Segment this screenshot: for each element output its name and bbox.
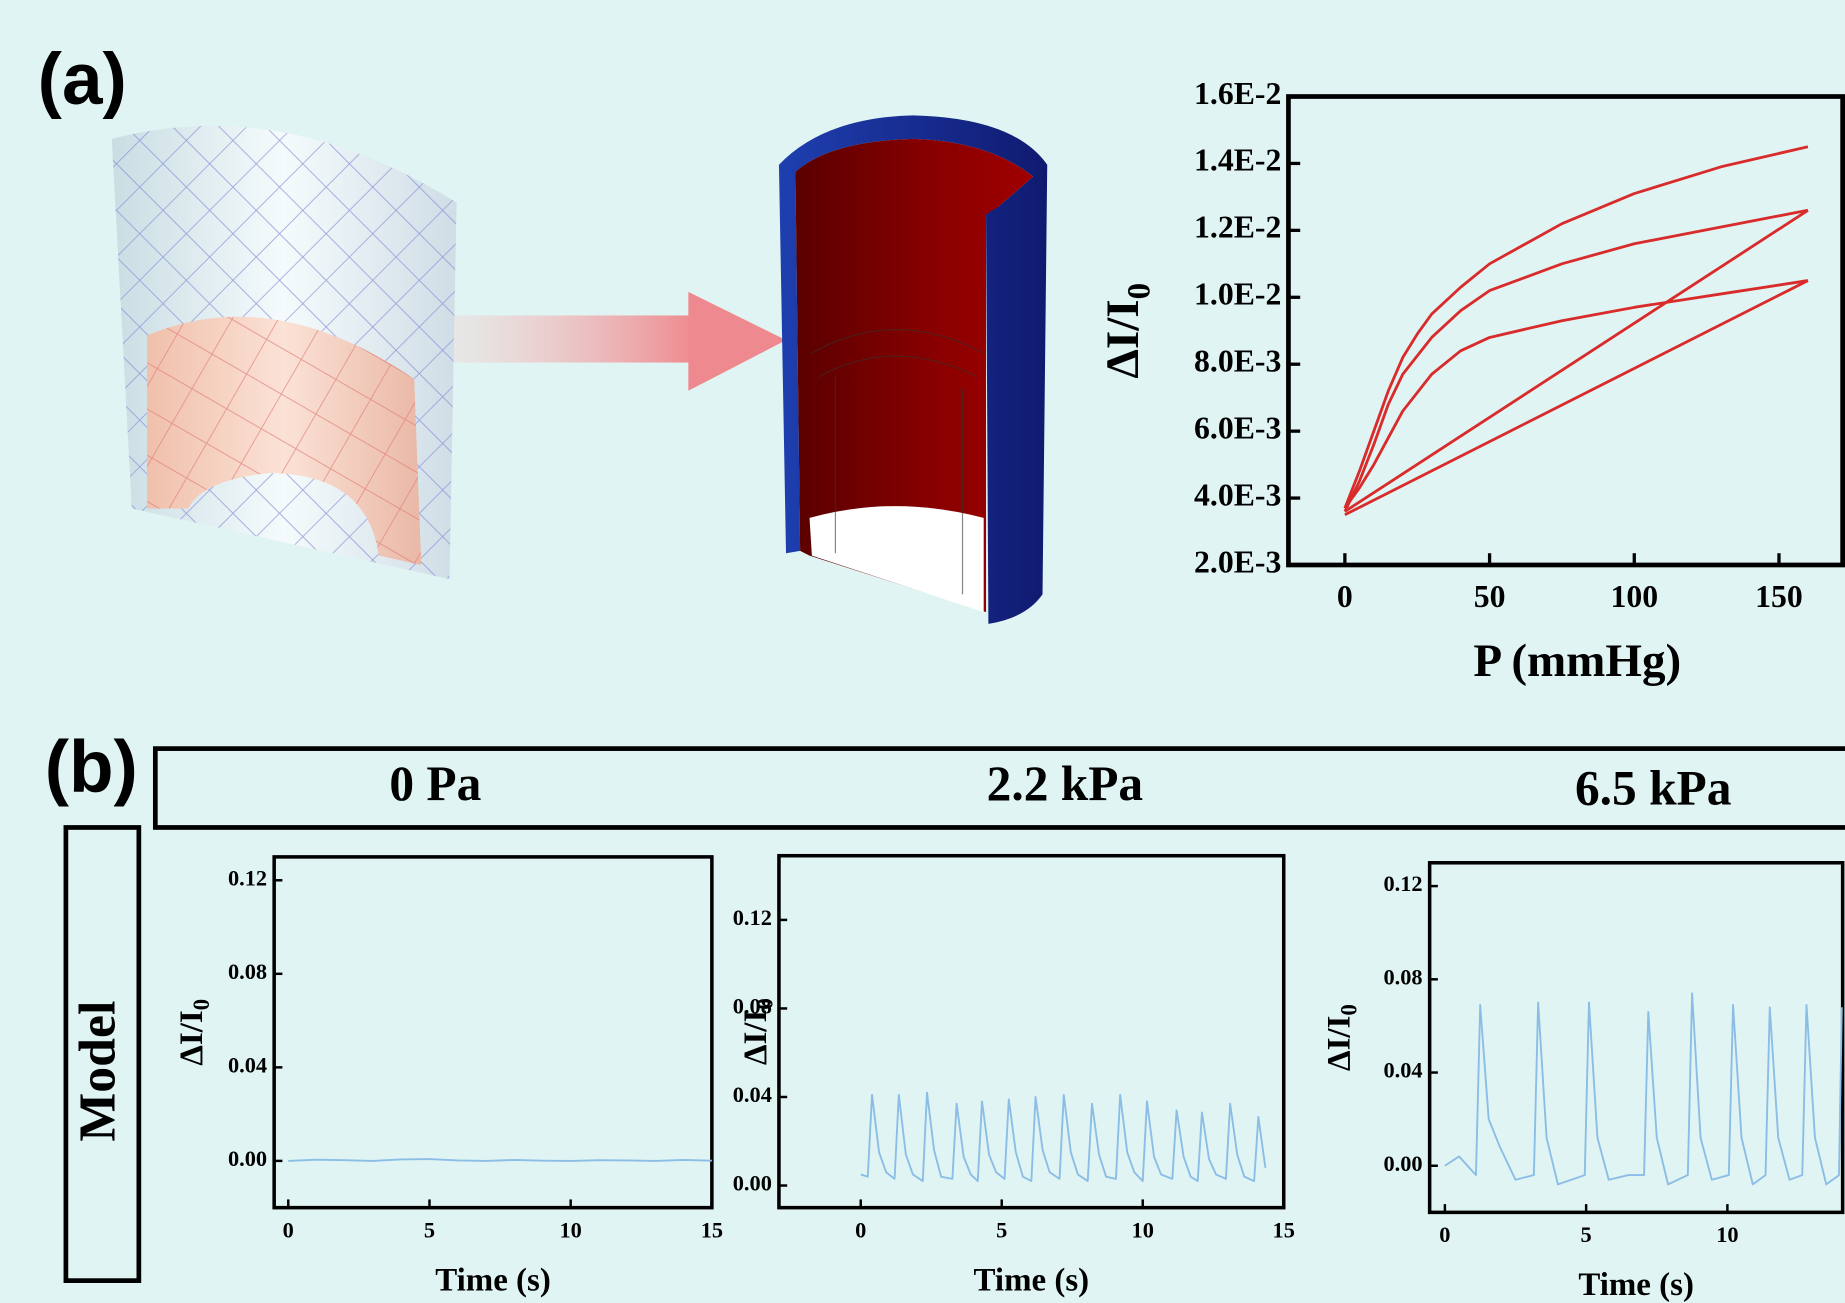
y-tick-label: 4.0E-3 [1194,477,1281,512]
y-tick-label: 0.04 [1383,1058,1422,1083]
condition-label: 6.5 kPa [1575,761,1731,816]
row-header: Model [63,825,142,1283]
plot-frame [1286,94,1845,568]
data-line [860,1091,1267,1183]
condition-label: 0 Pa [389,756,481,811]
y-axis-label-main: ΔI/I [1321,1016,1357,1071]
y-tick-label: 0.04 [733,1082,772,1107]
y-tick-label: 0.12 [1383,871,1422,896]
y-axis-label: ΔI/I0 [737,998,778,1065]
x-axis-label: Time (s) [435,1263,551,1299]
x-tick-label: 0 [283,1217,294,1242]
y-axis-label-main: ΔI/I [1097,299,1149,378]
y-tick-label: 0.00 [228,1146,267,1171]
condition-header: 0 Pa 2.2 kPa 6.5 kPa [152,746,1845,830]
y-tick-label: 2.0E-3 [1194,544,1281,579]
y-axis-label-subscript: 0 [752,998,778,1010]
y-tick-label: 8.0E-3 [1194,344,1281,379]
x-tick-label: 0 [1337,579,1353,614]
x-tick-label: 5 [1581,1222,1592,1247]
plot-frame [1427,861,1845,1215]
x-tick-label: 10 [560,1217,582,1242]
y-tick-label: 1.0E-2 [1194,277,1281,312]
x-tick-label: 50 [1474,579,1506,614]
data-line [1343,145,1809,509]
x-axis-label: P (mmHg) [1473,635,1681,687]
data-line [1344,209,1809,513]
x-tick-label: 0 [1439,1222,1450,1247]
y-axis-label-subscript: 0 [188,999,214,1011]
y-tick-label: 0.12 [733,905,772,930]
data-line [1343,208,1809,513]
y-tick-label: 0.04 [228,1052,267,1077]
y-tick-label: 0.00 [1383,1151,1422,1176]
y-tick-label: 1.4E-2 [1194,143,1281,178]
simulation-cylinder-illustration [778,115,1048,624]
data-line [288,1158,712,1162]
y-tick-label: 0.00 [733,1171,772,1196]
y-tick-label: 0.12 [228,865,267,890]
data-line [1343,279,1809,509]
x-tick-label: 10 [1716,1222,1738,1247]
x-tick-label: 15 [1273,1217,1295,1242]
x-axis-label: Time (s) [1578,1267,1694,1303]
y-axis-label: ΔI/I0 [1321,1004,1362,1071]
row-label: Model [69,1001,126,1142]
data-line [1444,992,1843,1186]
y-tick-label: 0.08 [228,959,267,984]
y-axis-label: ΔI/I0 [174,999,215,1066]
y-tick-label: 1.6E-2 [1194,76,1281,111]
y-tick-label: 1.2E-2 [1194,210,1281,245]
x-tick-label: 10 [1132,1217,1154,1242]
y-tick-label: 0.08 [1383,964,1422,989]
plot-frame [272,855,714,1210]
x-tick-label: 0 [855,1217,866,1242]
arrow [453,291,787,391]
plot-frame [777,853,1286,1210]
x-tick-label: 5 [996,1217,1007,1242]
x-tick-label: 15 [701,1217,723,1242]
y-axis-label: ΔI/I0 [1097,283,1157,379]
y-axis-label-subscript: 0 [1336,1004,1362,1016]
data-line [1344,279,1809,517]
x-tick-label: 100 [1610,579,1658,614]
x-tick-label: 5 [424,1217,435,1242]
x-axis-label: Time (s) [974,1263,1090,1299]
mesh-cylinder-illustration [111,125,457,580]
y-axis-label-main: ΔI/I [174,1010,210,1065]
y-axis-label-main: ΔI/I [737,1010,773,1065]
condition-label: 2.2 kPa [987,756,1143,811]
y-tick-label: 0.08 [733,994,772,1019]
y-axis-label-subscript: 0 [1121,283,1157,299]
x-tick-label: 150 [1755,579,1803,614]
panel-label: (a) [38,39,127,120]
y-tick-label: 6.0E-3 [1194,410,1281,445]
panel-label: (b) [45,726,138,807]
